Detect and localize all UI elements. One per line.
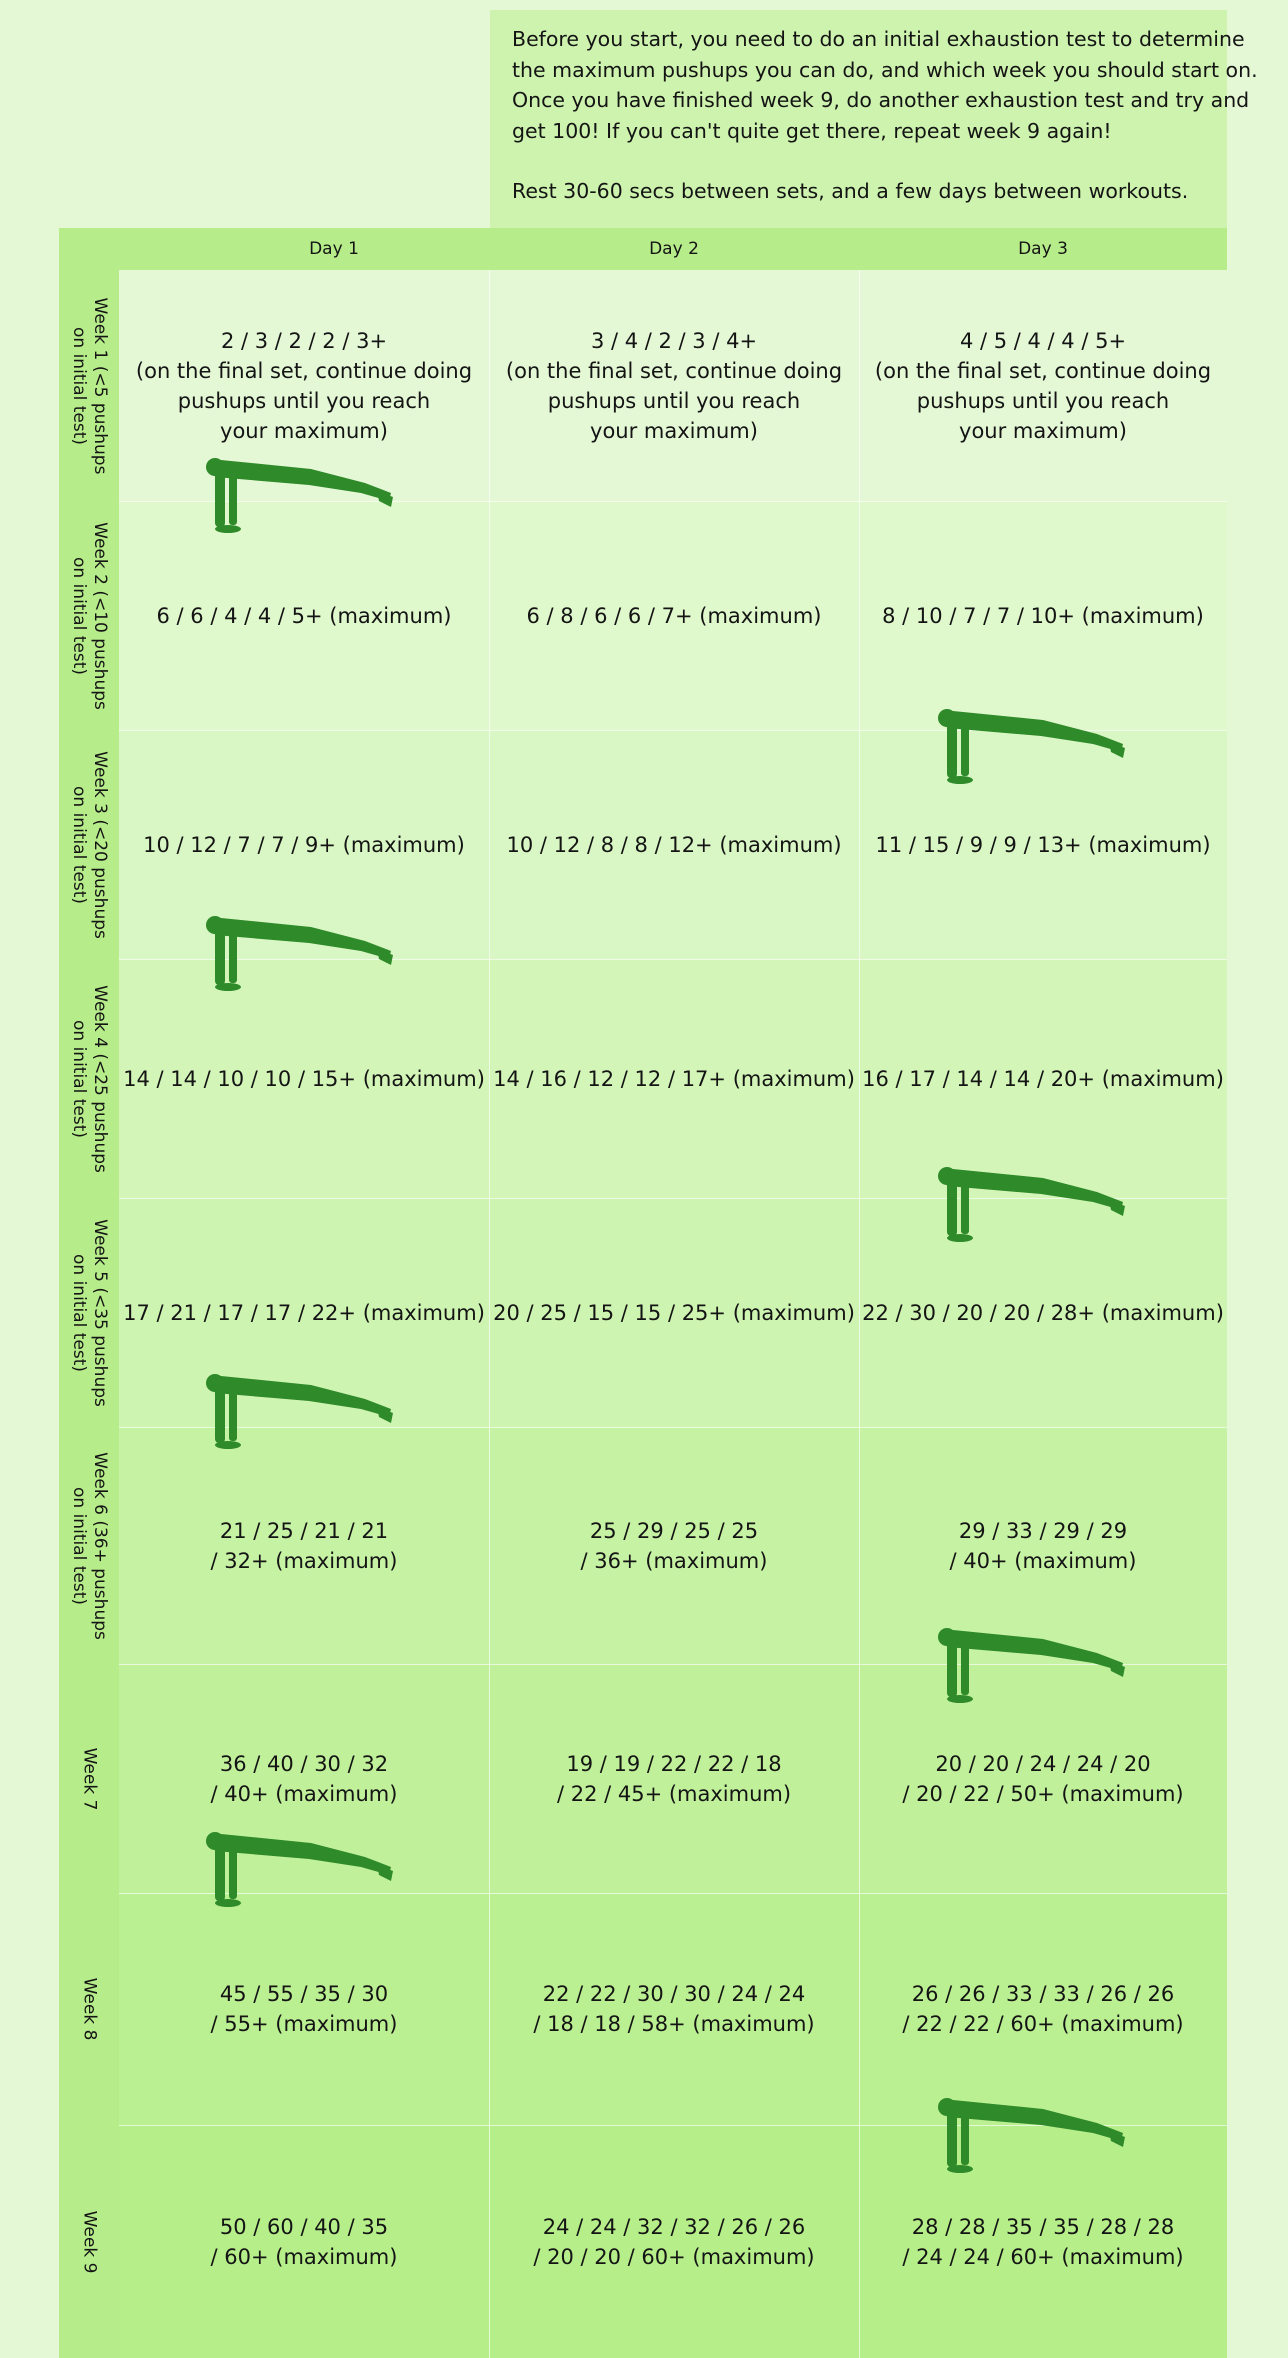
header-day-3: Day 3 [1018,239,1068,259]
pushup-figure-icon [206,458,393,533]
day-3-cell: 20 / 20 / 24 / 24 / 20 / 20 / 22 / 50+ (… [902,1751,1184,1806]
day-3-cell: 16 / 17 / 14 / 14 / 20+ (maximum) [862,1066,1224,1091]
intro-box: Before you start, you need to do an init… [490,10,1258,228]
week-row-5: Week 5 (<35 pushups on initial test) 17 … [59,1198,1227,1427]
week-label-cell: Week 5 (<35 pushups on initial test) [59,1198,119,1427]
day-1-cell: 45 / 55 / 35 / 30 / 55+ (maximum) [210,1982,398,2036]
intro-instructions: Before you start, you need to do an init… [512,27,1258,143]
week-label-cell: Week 4 (<25 pushups on initial test) [59,959,119,1198]
day-2-cell: 3 / 4 / 2 / 3 / 4+ (on the final set, co… [505,328,843,443]
day-3-cell: 26 / 26 / 33 / 33 / 26 / 26 / 22 / 22 / … [902,1982,1184,2036]
day-2-cell: 6 / 8 / 6 / 6 / 7+ (maximum) [526,603,822,628]
row-divider [119,2125,1227,2126]
week-row-6: Week 6 (36+ pushups on initial test) 21 … [59,1427,1227,1664]
row-divider [119,1198,1227,1199]
day-2-cell: 22 / 22 / 30 / 30 / 24 / 24 / 18 / 18 / … [533,1982,815,2036]
day-1-cell: 50 / 60 / 40 / 35 / 60+ (maximum) [210,2214,398,2269]
week-label: Week 2 (<10 pushups on initial test) [69,521,110,710]
day-2-cell: 20 / 25 / 15 / 15 / 25+ (maximum) [493,1300,855,1325]
week-row-1: Week 1 (<5 pushups on initial test) 2 / … [59,270,1227,501]
pushup-figure-icon [206,916,393,991]
day-1-cell: 17 / 21 / 17 / 17 / 22+ (maximum) [123,1300,485,1325]
day-3-cell: 11 / 15 / 9 / 9 / 13+ (maximum) [875,832,1211,857]
week-label-cell: Week 6 (36+ pushups on initial test) [59,1427,119,1664]
pushup-figure-icon [206,1374,393,1449]
table-header-row: Day 1 Day 2 Day 3 [59,228,1227,270]
column-divider [859,270,860,2358]
week-label: Week 1 (<5 pushups on initial test) [69,297,110,474]
pushup-figure-icon [938,1167,1125,1242]
day-3-cell: 8 / 10 / 7 / 7 / 10+ (maximum) [882,603,1204,628]
day-1-cell: 21 / 25 / 21 / 21 / 32+ (maximum) [210,1518,398,1573]
pushup-figure-icon [938,1628,1125,1703]
week-label-cell: Week 7 [59,1664,119,1893]
week-label: Week 3 (<20 pushups on initial test) [69,750,110,939]
header-day-1: Day 1 [309,239,359,259]
week-label: Week 9 [79,2210,100,2273]
week-label-cell: Week 8 [59,1893,119,2125]
pushup-figure-icon [938,2098,1125,2173]
header-day-2: Day 2 [649,239,699,259]
week-row-7: Week 7 36 / 40 / 30 / 32 / 40+ (maximum)… [59,1664,1227,1893]
row-divider [119,501,1227,502]
day-1-cell: 6 / 6 / 4 / 4 / 5+ (maximum) [156,603,452,628]
day-2-cell: 19 / 19 / 22 / 22 / 18 / 22 / 45+ (maxim… [556,1751,792,1806]
week-row-8: Week 8 45 / 55 / 35 / 30 / 55+ (maximum)… [59,1893,1227,2125]
day-2-cell: 14 / 16 / 12 / 12 / 17+ (maximum) [493,1066,855,1091]
row-divider [119,959,1227,960]
pushup-figure-icon [206,1832,393,1907]
week-label: Week 7 [79,1747,100,1810]
week-label: Week 4 (<25 pushups on initial test) [69,984,110,1173]
day-1-cell: 2 / 3 / 2 / 2 / 3+ (on the final set, co… [135,328,473,443]
day-3-cell: 4 / 5 / 4 / 4 / 5+ (on the final set, co… [874,328,1212,443]
row-divider [119,1664,1227,1665]
week-label: Week 6 (36+ pushups on initial test) [69,1451,110,1640]
day-3-cell: 29 / 33 / 29 / 29 / 40+ (maximum) [949,1518,1137,1573]
pushup-figure-icon [938,709,1125,784]
day-2-cell: 25 / 29 / 25 / 25 / 36+ (maximum) [580,1518,768,1573]
day-1-cell: 14 / 14 / 10 / 10 / 15+ (maximum) [123,1066,485,1091]
day-2-cell: 10 / 12 / 8 / 8 / 12+ (maximum) [506,832,842,857]
week-label: Week 8 [79,1977,100,2041]
week-row-9: Week 9 50 / 60 / 40 / 35 / 60+ (maximum)… [59,2125,1227,2358]
day-1-cell: 10 / 12 / 7 / 7 / 9+ (maximum) [143,832,465,857]
intro-rest-note: Rest 30-60 secs between sets, and a few … [512,179,1189,203]
week-label: Week 5 (<35 pushups on initial test) [69,1218,110,1407]
day-1-cell: 36 / 40 / 30 / 32 / 40+ (maximum) [210,1751,398,1806]
row-divider [119,1893,1227,1894]
week-label-cell: Week 1 (<5 pushups on initial test) [59,270,119,501]
week-label-cell: Week 3 (<20 pushups on initial test) [59,730,119,959]
column-divider [489,270,490,2358]
day-3-cell: 22 / 30 / 20 / 20 / 28+ (maximum) [862,1300,1224,1325]
week-label-cell: Week 9 [59,2125,119,2358]
row-divider [119,730,1227,731]
week-row-4: Week 4 (<25 pushups on initial test) 14 … [59,959,1227,1198]
row-divider [119,1427,1227,1428]
week-row-2: Week 2 (<10 pushups on initial test) 6 /… [59,501,1227,730]
workout-table: Day 1 Day 2 Day 3 Week 1 (<5 pushups on … [59,228,1227,2358]
week-label-cell: Week 2 (<10 pushups on initial test) [59,501,119,730]
day-2-cell: 24 / 24 / 32 / 32 / 26 / 26 / 20 / 20 / … [533,2214,815,2269]
week-row-3: Week 3 (<20 pushups on initial test) 10 … [59,730,1227,959]
day-3-cell: 28 / 28 / 35 / 35 / 28 / 28 / 24 / 24 / … [902,2214,1184,2269]
